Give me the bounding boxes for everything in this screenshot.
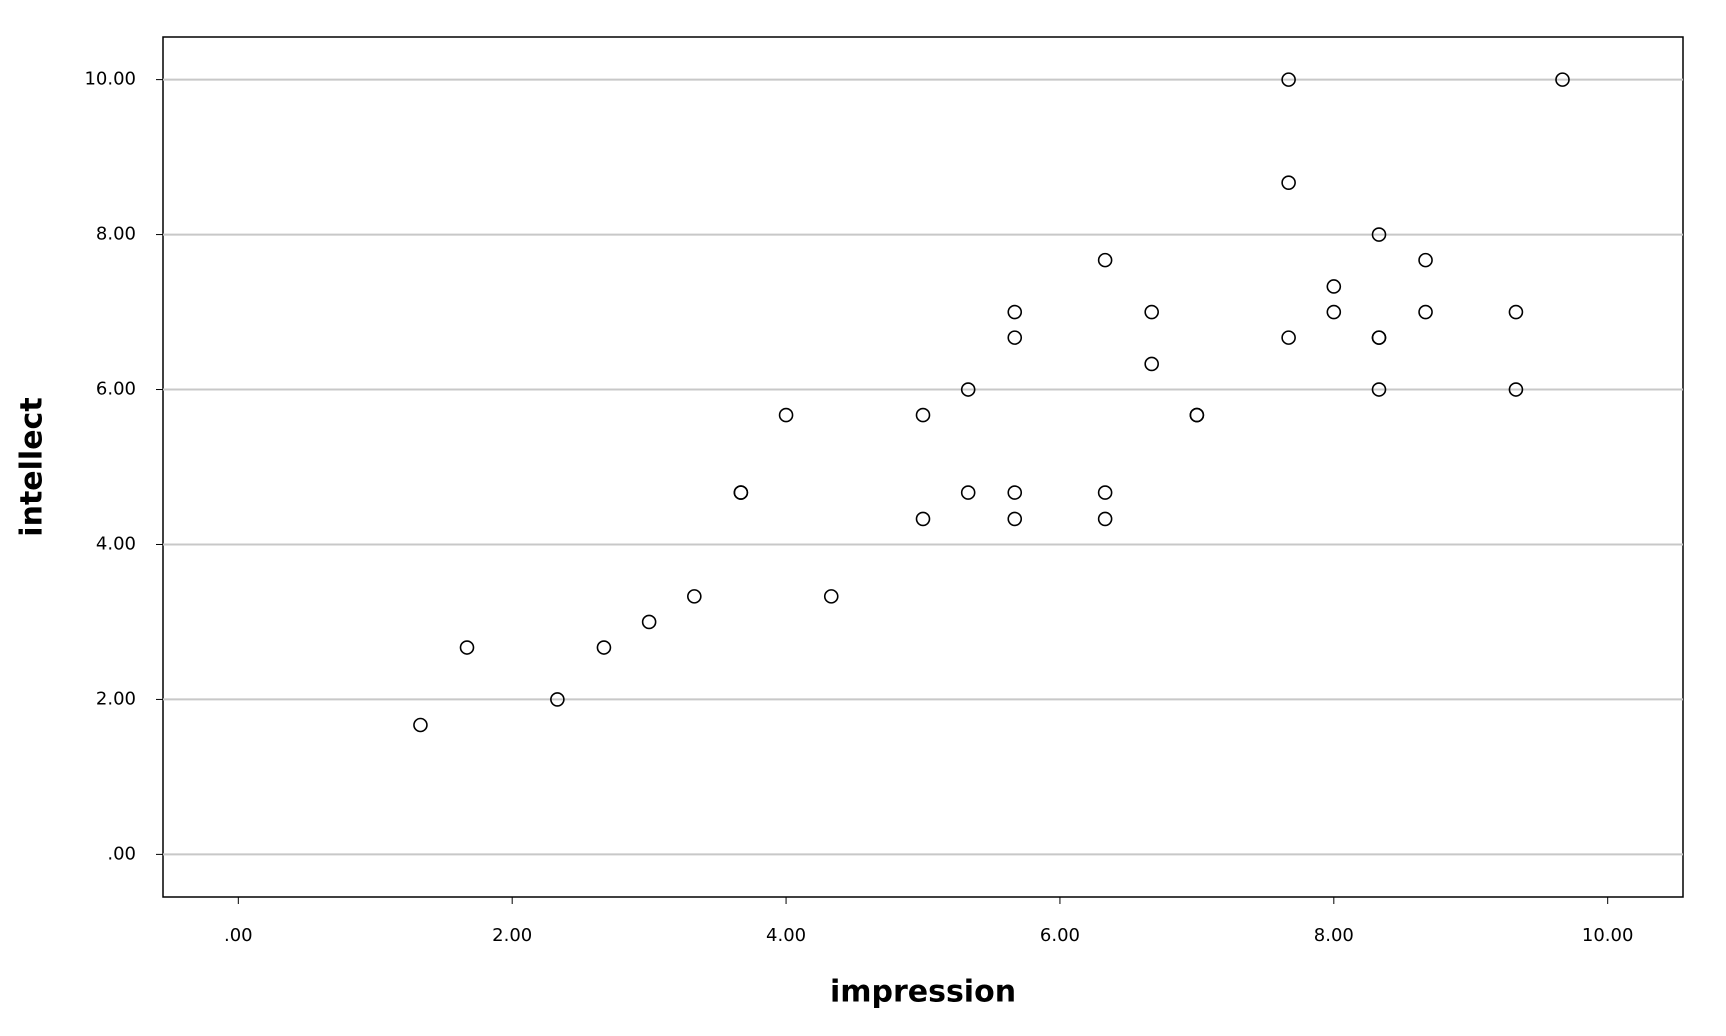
point bbox=[1371, 382, 1387, 397]
x-tick-label: 8.00 bbox=[1314, 925, 1354, 946]
point bbox=[1097, 252, 1113, 268]
point bbox=[596, 640, 612, 655]
y-tick-label: .00 bbox=[107, 843, 136, 864]
point bbox=[1144, 304, 1159, 320]
point bbox=[1007, 485, 1023, 500]
y-tick-label: 10.00 bbox=[84, 69, 136, 90]
point bbox=[1007, 511, 1023, 527]
point bbox=[1555, 72, 1570, 87]
point bbox=[1326, 304, 1342, 320]
point bbox=[733, 485, 749, 500]
point bbox=[1097, 485, 1113, 500]
point bbox=[687, 589, 702, 604]
y-tick-label: 2.00 bbox=[96, 688, 136, 709]
point bbox=[960, 382, 976, 397]
point bbox=[1281, 175, 1296, 190]
point bbox=[1418, 304, 1433, 320]
point bbox=[1281, 72, 1296, 87]
x-tick-label: 10.00 bbox=[1582, 925, 1634, 946]
y-tick-label: 8.00 bbox=[96, 224, 136, 245]
point bbox=[1371, 227, 1387, 242]
point bbox=[641, 614, 657, 630]
point bbox=[915, 407, 931, 423]
y-tick-label: 4.00 bbox=[96, 533, 136, 554]
x-tick-label: 6.00 bbox=[1040, 925, 1080, 946]
point bbox=[1508, 304, 1524, 320]
x-tick-label: 4.00 bbox=[766, 925, 806, 946]
point bbox=[1007, 330, 1023, 345]
plot-frame bbox=[162, 36, 1684, 898]
point bbox=[1326, 279, 1342, 294]
point bbox=[1097, 511, 1113, 527]
y-axis-title: intellect bbox=[15, 397, 50, 536]
point bbox=[459, 640, 475, 655]
y-tick-label: 6.00 bbox=[96, 379, 136, 400]
point bbox=[1371, 330, 1387, 345]
x-tick-label: 2.00 bbox=[492, 925, 532, 946]
point bbox=[915, 511, 931, 527]
point bbox=[1281, 330, 1296, 345]
point bbox=[550, 692, 565, 707]
point bbox=[1007, 304, 1023, 320]
point bbox=[823, 589, 839, 604]
point bbox=[1418, 252, 1433, 268]
point bbox=[1189, 407, 1205, 423]
point bbox=[1144, 356, 1159, 372]
x-tick-label: .00 bbox=[224, 925, 253, 946]
point bbox=[413, 717, 428, 733]
point bbox=[778, 407, 794, 423]
point bbox=[960, 485, 976, 500]
x-axis-title: impression bbox=[830, 975, 1016, 1010]
point bbox=[1508, 382, 1524, 397]
